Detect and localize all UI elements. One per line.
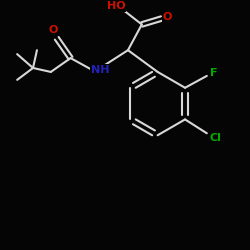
Text: NH: NH (91, 65, 110, 75)
Text: O: O (163, 12, 172, 22)
Text: HO: HO (107, 1, 126, 11)
Text: Cl: Cl (210, 133, 222, 143)
Text: O: O (48, 26, 58, 36)
Text: F: F (210, 68, 218, 78)
